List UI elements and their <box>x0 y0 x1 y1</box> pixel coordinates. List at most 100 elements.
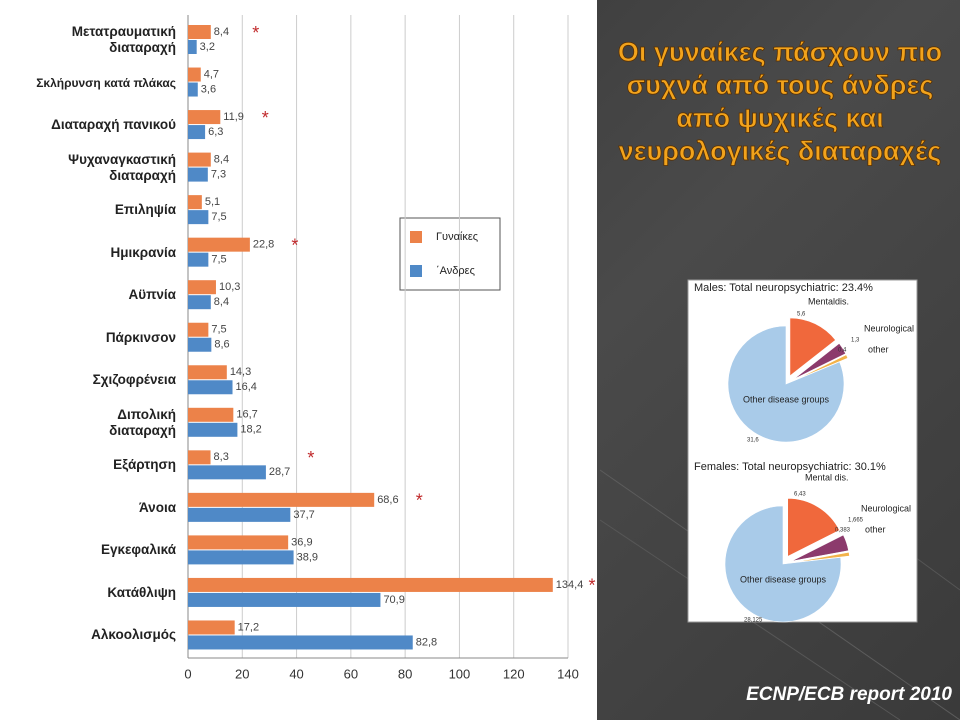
category-label: Άνοια <box>138 499 176 515</box>
annotation: * <box>588 576 595 596</box>
legend-label: Γυναίκες <box>436 231 478 243</box>
slice-value: 0,383 <box>835 528 851 534</box>
bar <box>188 550 294 565</box>
x-tick-label: 20 <box>235 666 249 681</box>
bar <box>188 592 381 607</box>
bar <box>188 195 202 210</box>
bar <box>188 337 212 352</box>
source: ECNP/ECB report 2010 <box>746 684 952 705</box>
value-label: 16,4 <box>236 381 257 393</box>
bar <box>188 380 233 395</box>
chart-panel <box>0 0 597 720</box>
category-label: Σχιζοφρένεια <box>92 372 176 388</box>
value-label: 11,9 <box>223 111 244 123</box>
bar <box>188 210 209 225</box>
value-label: 3,6 <box>201 83 216 95</box>
bar <box>188 110 221 125</box>
category-label: Ημικρανία <box>110 244 177 260</box>
bar <box>188 252 209 267</box>
value-label: 8,4 <box>214 154 229 166</box>
slice-label: other <box>868 344 889 354</box>
bar <box>188 535 289 550</box>
bar <box>188 67 201 82</box>
value-label: 37,7 <box>293 509 314 521</box>
pie-slice <box>727 325 845 443</box>
bar <box>188 25 211 39</box>
value-label: 82,8 <box>416 636 437 648</box>
slice-value: 0,4 <box>838 348 847 354</box>
bar <box>188 125 206 140</box>
bar <box>188 295 211 310</box>
value-label: 8,4 <box>214 26 229 38</box>
slice-value: 6,43 <box>794 492 806 498</box>
category-label: Διπολική διαταραχή <box>109 406 176 438</box>
value-label: 10,3 <box>219 281 240 293</box>
bar <box>188 635 413 650</box>
bar <box>188 280 216 295</box>
bar <box>188 422 238 437</box>
bar <box>188 322 209 337</box>
bar <box>188 507 291 522</box>
value-label: 4,7 <box>204 68 219 80</box>
pie-slice <box>724 505 842 623</box>
category-label: Σκλήρυνση κατά πλάκας <box>36 75 176 90</box>
bar <box>188 82 198 97</box>
slice-label: Mental dis. <box>805 472 849 482</box>
bar <box>188 465 266 480</box>
value-label: 14,3 <box>230 366 251 378</box>
value-label: 7,5 <box>211 211 226 223</box>
slice-value: 1,3 <box>851 338 860 344</box>
bar <box>188 167 208 182</box>
value-label: 7,3 <box>211 169 226 181</box>
x-tick-label: 100 <box>449 666 471 681</box>
bar <box>188 237 250 252</box>
bar <box>188 492 375 507</box>
pie-title: Males: Total neuropsychiatric: 23.4% <box>694 282 873 294</box>
category-label: Αλκοολισμός <box>91 627 176 643</box>
bar <box>188 450 211 465</box>
legend-label: ΄Ανδρες <box>436 265 475 277</box>
annotation: * <box>416 491 423 511</box>
x-tick-label: 80 <box>398 666 412 681</box>
annotation: * <box>262 108 269 128</box>
value-label: 8,4 <box>214 296 229 308</box>
value-label: 68,6 <box>377 494 398 506</box>
slice-label: Other disease groups <box>740 574 827 584</box>
value-label: 6,3 <box>208 126 223 138</box>
slice-value: 31,6 <box>747 438 759 444</box>
value-label: 18,2 <box>240 424 261 436</box>
bar <box>188 365 227 380</box>
value-label: 70,9 <box>383 594 404 606</box>
slice-label: Neurological <box>864 323 914 333</box>
value-label: 3,2 <box>200 41 215 53</box>
legend-swatch <box>410 265 422 277</box>
pie-slice <box>794 354 849 381</box>
category-label: Πάρκινσον <box>105 329 176 345</box>
category-label: Ψυχαναγκαστική διαταραχή <box>68 151 176 183</box>
value-label: 17,2 <box>238 621 259 633</box>
slice-label: Mentaldis. <box>808 296 849 306</box>
value-label: 38,9 <box>297 551 318 563</box>
value-label: 134,4 <box>556 579 584 591</box>
value-label: 5,1 <box>205 196 220 208</box>
bar <box>188 152 211 167</box>
slide-title: Οι γυναίκες πάσχουν πιο συχνά από τους ά… <box>617 37 943 167</box>
x-tick-label: 120 <box>503 666 525 681</box>
bar <box>188 40 197 54</box>
value-label: 36,9 <box>291 536 312 548</box>
slice-label: other <box>865 524 886 534</box>
slice-label: Other disease groups <box>743 394 830 404</box>
x-tick-label: 0 <box>184 666 191 681</box>
value-label: 16,7 <box>236 409 257 421</box>
value-label: 8,6 <box>214 339 229 351</box>
legend-box <box>399 217 501 291</box>
value-label: 22,8 <box>253 239 274 251</box>
category-label: Εγκεφαλικά <box>100 542 176 558</box>
pie-title: Females: Total neuropsychiatric: 30.1% <box>694 461 886 473</box>
slice-label: Neurological <box>861 503 911 513</box>
annotation: * <box>252 23 259 43</box>
pie-slice <box>787 498 840 557</box>
category-label: Εξάρτηση <box>113 457 176 473</box>
slice-value: 1,665 <box>848 518 864 524</box>
